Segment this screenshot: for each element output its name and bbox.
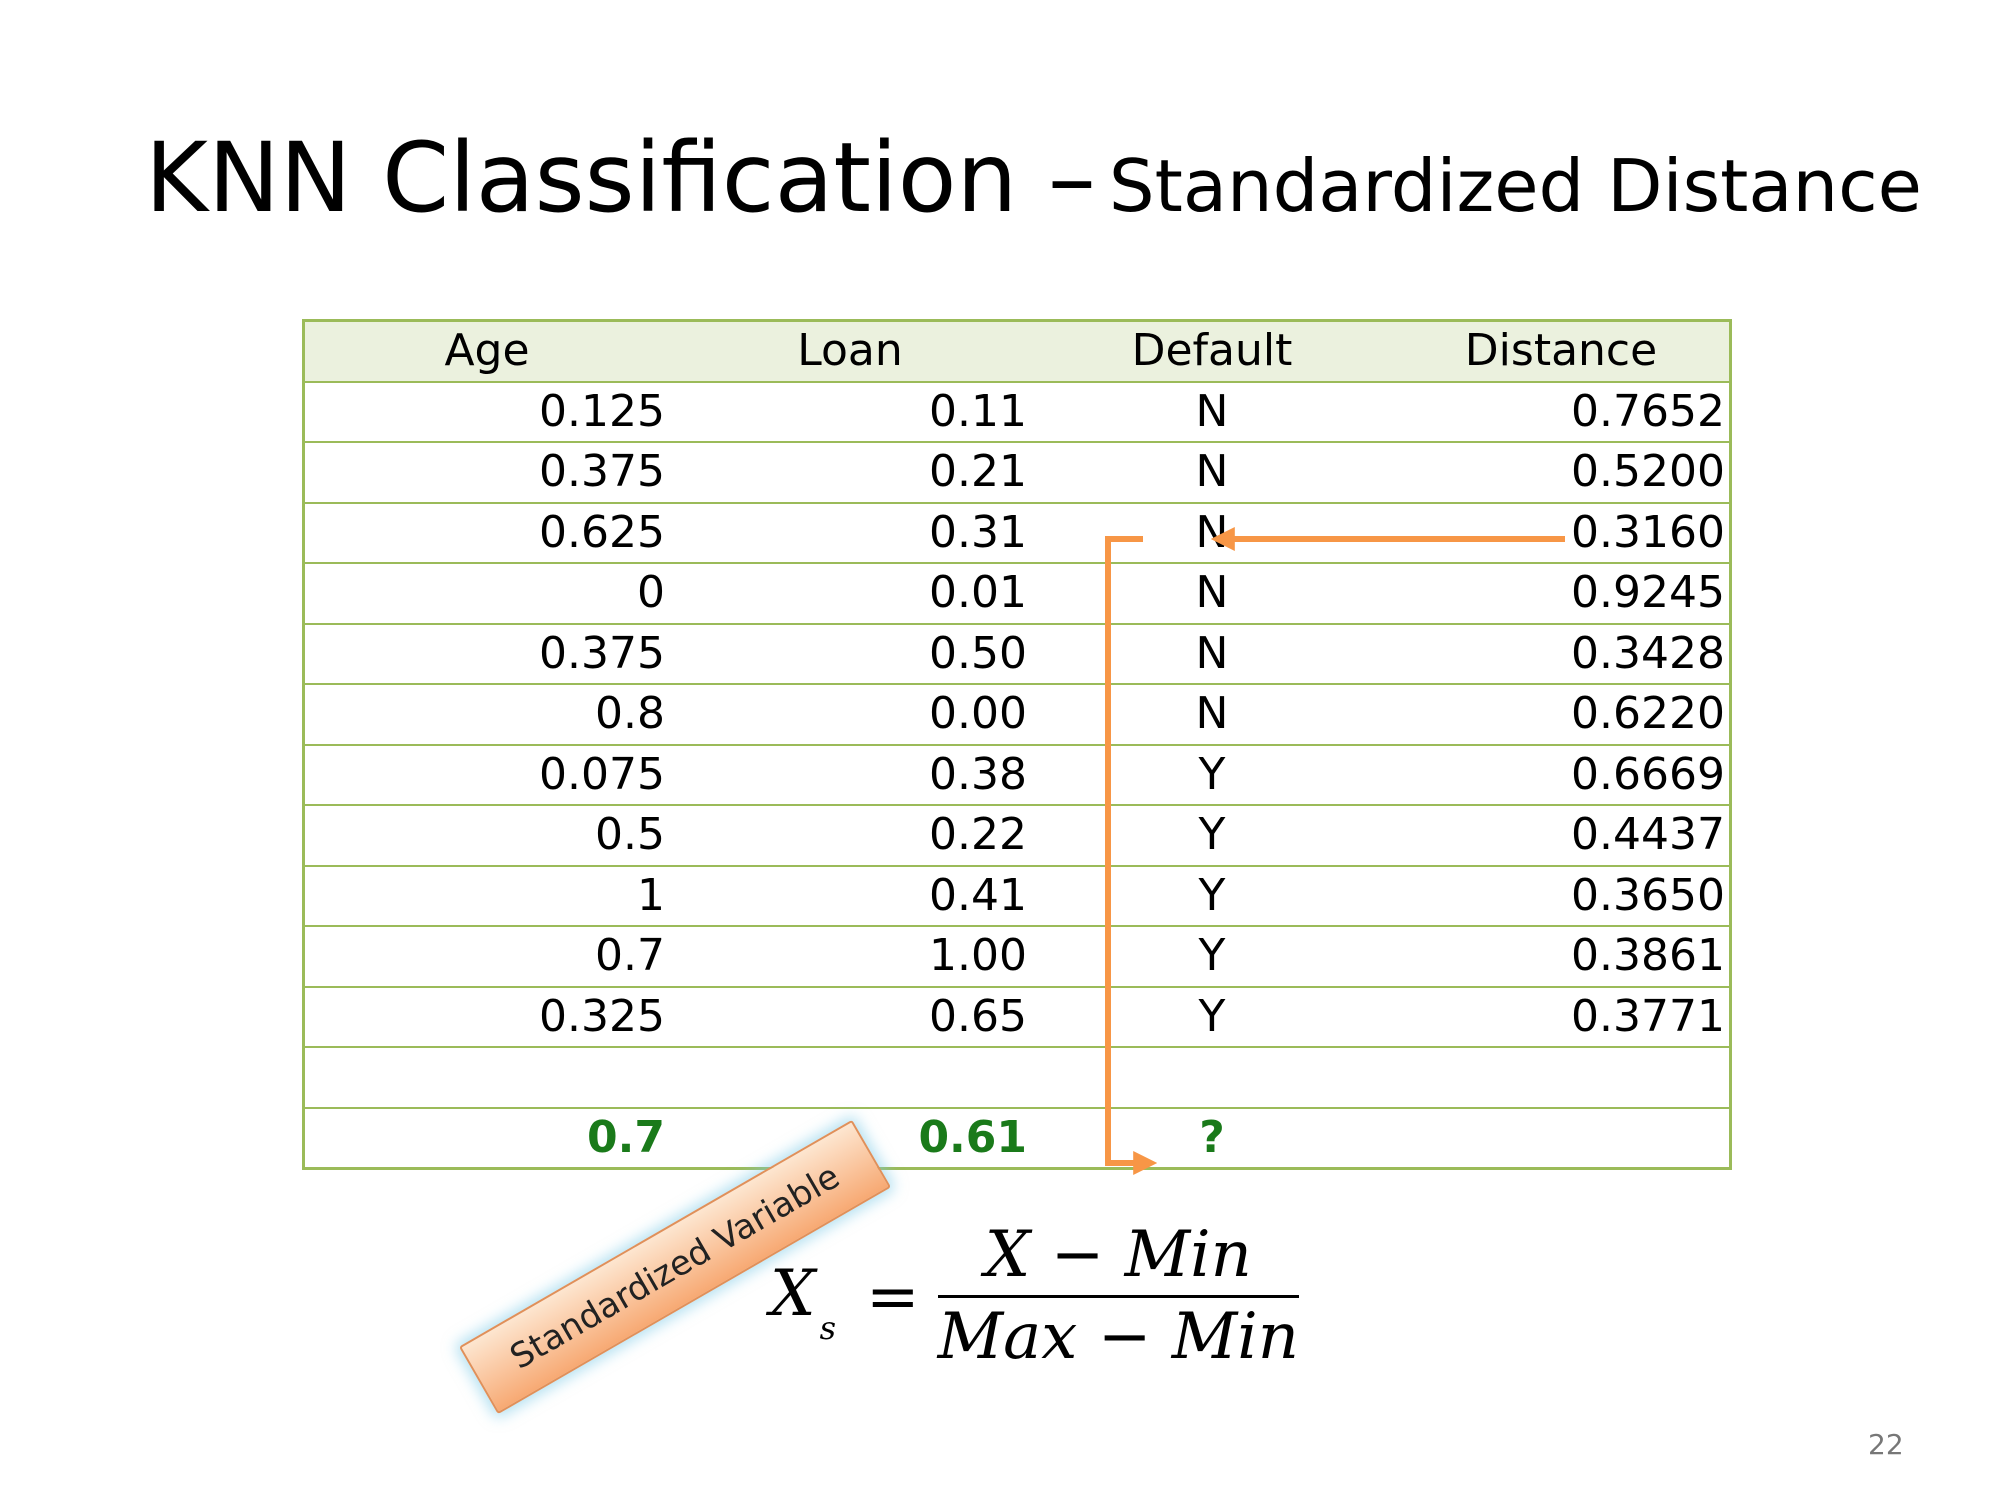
query-row: 0.7 0.61? — [302, 1106, 1732, 1170]
cell-age: 0.625 — [302, 501, 669, 564]
formula-equals: = — [865, 1259, 920, 1334]
formula-lhs-var: X — [770, 1256, 816, 1331]
table-row: 0 0.01 N 0.9245 — [302, 562, 1732, 625]
cell-loan: 0.65 — [669, 985, 1031, 1048]
cell-distance: 0.4437 — [1393, 804, 1732, 867]
cell-distance: 0.9245 — [1393, 562, 1732, 625]
table-row: 0.375 0.50 N 0.3428 — [302, 622, 1732, 685]
cell-distance: 0.6669 — [1393, 743, 1732, 806]
cell-age: 0.125 — [302, 380, 669, 443]
cell-default: N — [1031, 501, 1393, 564]
cell-age: 0.8 — [302, 683, 669, 746]
cell-age: 0.075 — [302, 743, 669, 806]
cell-default: Y — [1031, 985, 1393, 1048]
header-age: Age — [302, 319, 669, 383]
knn-data-table: Age Loan Default Distance 0.125 0.11 N 0.76… — [302, 319, 1732, 1170]
table-row: 0.125 0.11 N 0.7652 — [302, 380, 1732, 443]
cell-distance: 0.3771 — [1393, 985, 1732, 1048]
cell-loan: 0.11 — [669, 380, 1031, 443]
cell-distance — [1393, 1046, 1732, 1109]
cell-distance: 0.5200 — [1393, 441, 1732, 504]
slide-title-main: KNN Classification – — [145, 122, 1096, 234]
cell-default: N — [1031, 622, 1393, 685]
cell-distance: 0.3650 — [1393, 864, 1732, 927]
cell-age: 0.375 — [302, 441, 669, 504]
table-row: 0.8 0.00 N 0.6220 — [302, 683, 1732, 746]
table-row: 1 0.41 Y 0.3650 — [302, 864, 1732, 927]
cell-loan: 0.21 — [669, 441, 1031, 504]
query-cell-age: 0.7 — [302, 1106, 669, 1170]
cell-distance: 0.3428 — [1393, 622, 1732, 685]
cell-default: Y — [1031, 864, 1393, 927]
cell-loan: 0.31 — [669, 501, 1031, 564]
cell-age: 1 — [302, 864, 669, 927]
formula-fraction: X − Min Max − Min — [937, 1218, 1299, 1371]
table-row: 0.7 1.00 Y 0.3861 — [302, 925, 1732, 988]
cell-default: Y — [1031, 925, 1393, 988]
cell-loan: 0.22 — [669, 804, 1031, 867]
table-header-row: Age Loan Default Distance — [302, 319, 1732, 383]
cell-default: Y — [1031, 743, 1393, 806]
table-row: 0.375 0.21 N 0.5200 — [302, 441, 1732, 504]
query-cell-default: ? — [1031, 1106, 1393, 1170]
cell-age: 0.7 — [302, 925, 669, 988]
cell-default: N — [1031, 562, 1393, 625]
cell-loan: 1.00 — [669, 925, 1031, 988]
header-default: Default — [1031, 319, 1393, 383]
cell-distance: 0.6220 — [1393, 683, 1732, 746]
table-row — [302, 1046, 1732, 1109]
cell-distance: 0.3160 — [1393, 501, 1732, 564]
cell-default: N — [1031, 380, 1393, 443]
cell-loan: 0.01 — [669, 562, 1031, 625]
cell-distance: 0.3861 — [1393, 925, 1732, 988]
table-row: 0.325 0.65 Y 0.3771 — [302, 985, 1732, 1048]
cell-loan: 0.50 — [669, 622, 1031, 685]
cell-age: 0.375 — [302, 622, 669, 685]
table-row: 0.625 0.31 N 0.3160 — [302, 501, 1732, 564]
header-loan: Loan — [669, 319, 1031, 383]
cell-default — [1031, 1046, 1393, 1109]
formula-denominator: Max − Min — [937, 1295, 1299, 1371]
cell-loan: 0.41 — [669, 864, 1031, 927]
cell-default: N — [1031, 441, 1393, 504]
cell-default: N — [1031, 683, 1393, 746]
cell-loan: 0.38 — [669, 743, 1031, 806]
table-row: 0.075 0.38 Y 0.6669 — [302, 743, 1732, 806]
cell-age: 0 — [302, 562, 669, 625]
cell-loan — [669, 1046, 1031, 1109]
cell-age: 0.5 — [302, 804, 669, 867]
cell-distance: 0.7652 — [1393, 380, 1732, 443]
formula-lhs-subscript: s — [819, 1308, 836, 1347]
slide-title: KNN Classification – Standardized Distan… — [145, 130, 1922, 226]
cell-age: 0.325 — [302, 985, 669, 1048]
cell-default: Y — [1031, 804, 1393, 867]
query-cell-distance — [1393, 1106, 1732, 1170]
page-number: 22 — [1868, 1428, 1904, 1461]
formula-numerator: X − Min — [984, 1218, 1252, 1292]
cell-age — [302, 1046, 669, 1109]
slide-title-sub: Standardized Distance — [1108, 144, 1922, 228]
cell-loan: 0.00 — [669, 683, 1031, 746]
table-row: 0.5 0.22 Y 0.4437 — [302, 804, 1732, 867]
header-distance: Distance — [1393, 319, 1732, 383]
